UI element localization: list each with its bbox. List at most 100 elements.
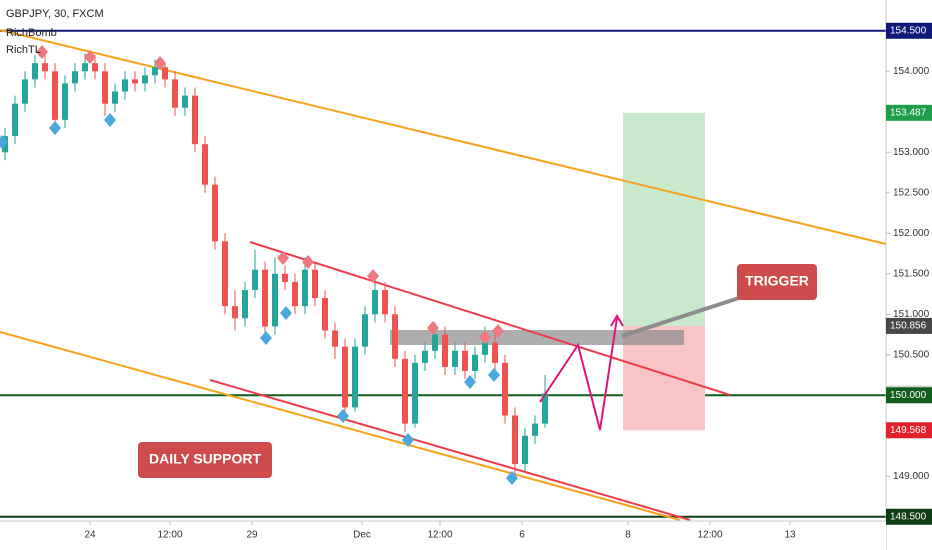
candle-body — [412, 362, 418, 424]
x-tick-label: 29 — [246, 530, 258, 541]
candle-body — [152, 67, 158, 76]
price-axis — [886, 0, 932, 550]
profit-zone — [623, 112, 705, 326]
candle-body — [142, 75, 148, 84]
signal — [302, 255, 314, 269]
candle-body — [262, 269, 268, 327]
candle-body — [352, 346, 358, 408]
candle-body — [472, 354, 478, 371]
candle-body — [172, 79, 178, 108]
candle-body — [402, 358, 408, 424]
candle-body — [92, 63, 98, 72]
candle-body — [192, 95, 198, 145]
x-tick-label: 24 — [84, 530, 96, 541]
price-badge — [886, 387, 932, 404]
signal — [280, 306, 292, 320]
price-badge — [886, 317, 932, 334]
signal — [154, 56, 166, 70]
candle-body — [512, 415, 518, 465]
candle-body — [362, 314, 368, 347]
time-axis — [0, 521, 886, 550]
candle-body — [342, 346, 348, 408]
signal — [464, 375, 476, 389]
candles — [2, 51, 548, 477]
candle-body — [222, 241, 228, 307]
candle-body — [62, 83, 68, 120]
candle-body — [372, 289, 378, 315]
candle-body — [52, 71, 58, 120]
candle-body — [482, 342, 488, 355]
x-tick-label: 12:00 — [427, 530, 452, 541]
signal — [506, 471, 518, 485]
trend-line-upper — [249, 241, 731, 396]
signal — [260, 331, 272, 345]
y-tick-label: 154.000 — [893, 66, 930, 77]
annotation: DAILY SUPPORT — [149, 451, 261, 467]
projection-arrow — [610, 314, 624, 327]
sell-signals — [36, 45, 504, 344]
candle-body — [532, 423, 538, 436]
price-badge — [886, 422, 932, 439]
candle-body — [322, 298, 328, 331]
buy-signals — [0, 113, 518, 485]
y-tick-label: 150.500 — [893, 349, 930, 360]
x-tick-label: Dec — [353, 530, 371, 541]
candle-body — [162, 67, 168, 80]
candle-body — [522, 435, 528, 465]
price-badge — [886, 22, 932, 39]
signal — [49, 121, 61, 135]
candle-body — [312, 269, 318, 299]
candle-body — [202, 144, 208, 185]
signal — [104, 113, 116, 127]
candle-body — [22, 79, 28, 104]
indicator-name: RichBomb — [6, 27, 57, 39]
y-tick-label: 152.500 — [893, 187, 930, 198]
pointer — [621, 295, 743, 338]
annotation-box — [138, 442, 272, 478]
price-badge — [886, 104, 932, 121]
signal — [488, 368, 500, 382]
candle-body — [132, 79, 138, 84]
candle-body — [492, 342, 498, 363]
candle-body — [182, 95, 188, 108]
candle-body — [442, 334, 448, 367]
price-badge-label: 150.000 — [890, 390, 927, 401]
candle-body — [102, 71, 108, 104]
annotation-box — [737, 264, 817, 300]
drawings — [0, 29, 887, 521]
candle-body — [232, 306, 238, 319]
indicator-name: RichTL — [6, 44, 41, 56]
signal — [492, 324, 504, 338]
price-badge-label: 153.487 — [890, 107, 927, 118]
candle-body — [32, 63, 38, 80]
candle-body — [292, 281, 298, 307]
candle-body — [392, 314, 398, 359]
signal — [277, 251, 289, 265]
drawings-front: TRIGGER DAILY SUPPORT — [0, 45, 817, 521]
candle-body — [252, 269, 258, 290]
x-tick-label: 12:00 — [157, 530, 182, 541]
signal — [427, 321, 439, 335]
signal — [337, 409, 349, 423]
candle-body — [452, 350, 458, 367]
axes: 154.000 153.000 152.500 152.000 151.500 151.0… — [84, 22, 932, 541]
candle-body — [422, 350, 428, 363]
candle-body — [432, 334, 438, 351]
annotation: TRIGGER — [745, 273, 809, 289]
signal — [0, 135, 8, 149]
trend-line-lower — [209, 379, 691, 521]
candle-body — [212, 184, 218, 242]
price-badge-label: 148.500 — [890, 511, 927, 522]
candle-body — [272, 273, 278, 327]
candle-body — [542, 393, 548, 424]
candle-body — [12, 103, 18, 137]
price-badge-label: 154.500 — [890, 25, 927, 36]
signal — [479, 330, 491, 344]
y-tick-label: 151.000 — [893, 309, 930, 320]
price-levels — [0, 29, 886, 518]
chart-title: GBPJPY, 30, FXCM — [6, 8, 104, 20]
channel-line-lower — [0, 331, 681, 521]
candle-body — [302, 269, 308, 307]
signal — [36, 45, 48, 59]
